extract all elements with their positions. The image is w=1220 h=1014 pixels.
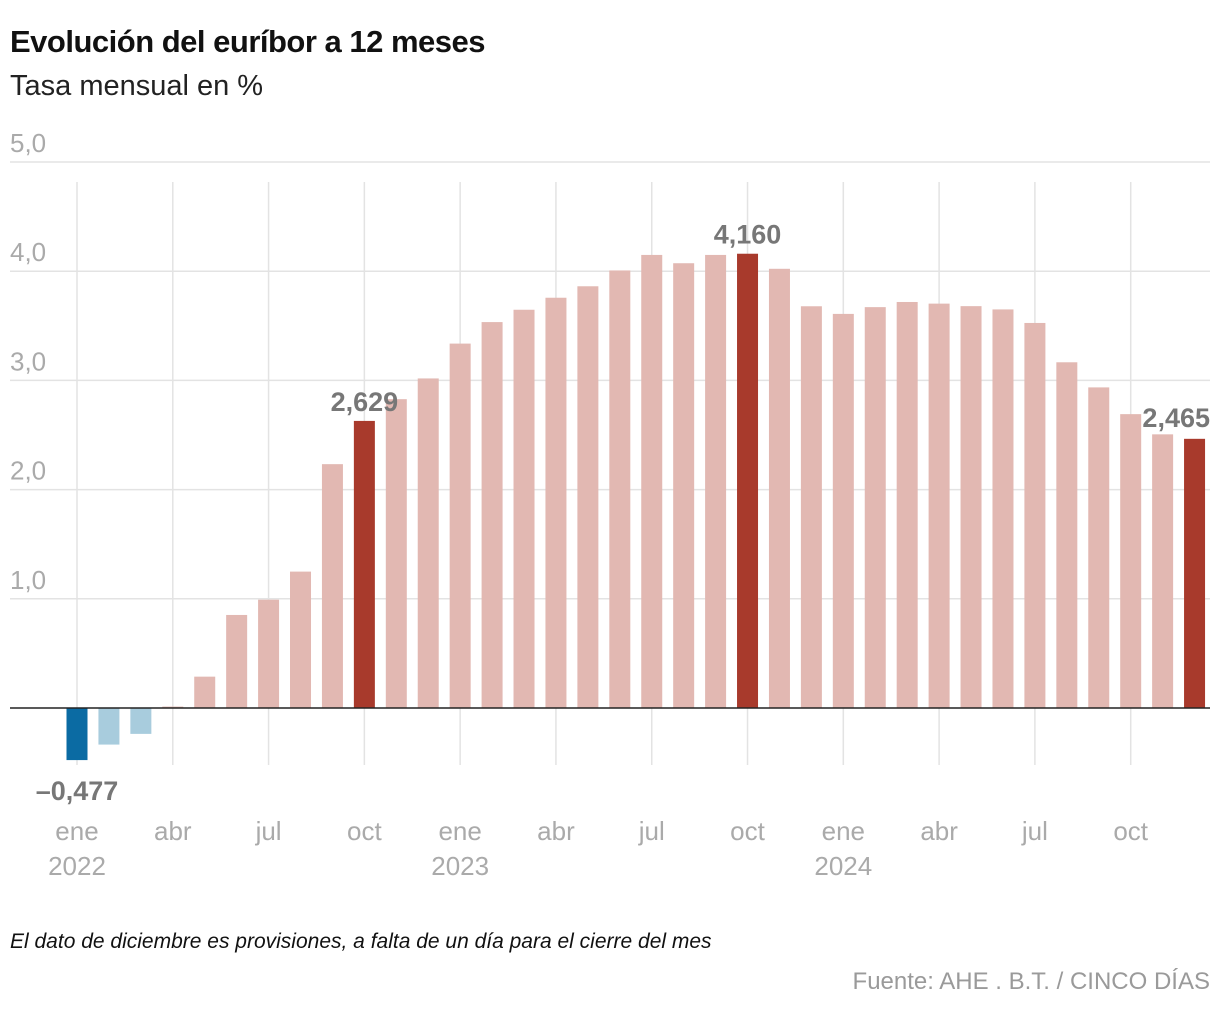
bar-2022-11 xyxy=(385,399,407,708)
source-credit: Fuente: AHE . B.T. / CINCO DÍAS xyxy=(852,968,1210,995)
bars xyxy=(66,253,1206,761)
bar-2022-07 xyxy=(258,599,280,708)
bar-2022-09 xyxy=(321,464,343,708)
bar-2024-04 xyxy=(928,303,950,708)
x-tick-month: oct xyxy=(1113,816,1148,846)
x-tick-year: 2022 xyxy=(48,851,106,881)
x-axis-ticks: ene 2022 abr jul oct ene 2023 abr jul oct ene 2024 a… xyxy=(48,816,1149,881)
x-tick-month: jul xyxy=(1021,816,1048,846)
bar-2023-03 xyxy=(513,309,535,708)
y-tick-label: 2,0 xyxy=(10,456,46,486)
bar-2022-05 xyxy=(194,676,216,708)
bar-2023-01 xyxy=(449,343,471,708)
y-axis-ticks: 5,0 4,0 3,0 2,0 1,0 xyxy=(10,128,46,595)
bar-2023-06 xyxy=(609,270,631,708)
x-tick-month: ene xyxy=(55,816,98,846)
bar-2024-11 xyxy=(1152,434,1174,708)
bar-2022-10 xyxy=(353,420,375,708)
bar-2023-05 xyxy=(577,286,599,708)
bar-2023-08 xyxy=(673,263,695,708)
bar-2024-10 xyxy=(1120,414,1142,708)
bar-2023-10 xyxy=(737,253,759,708)
bar-2024-06 xyxy=(992,309,1014,708)
data-label: 2,465 xyxy=(1142,403,1210,433)
bar-2022-12 xyxy=(417,378,439,708)
x-tick-month: abr xyxy=(154,816,192,846)
data-label: 2,629 xyxy=(331,387,399,417)
y-tick-label: 4,0 xyxy=(10,237,46,267)
x-tick-year: 2023 xyxy=(431,851,489,881)
bar-2024-02 xyxy=(864,307,886,708)
x-tick-month: abr xyxy=(537,816,575,846)
bar-2023-07 xyxy=(641,254,663,708)
chart-title: Evolución del euríbor a 12 meses xyxy=(10,24,486,59)
x-tick-month: abr xyxy=(920,816,958,846)
x-tick-month: jul xyxy=(638,816,665,846)
y-tick-label: 3,0 xyxy=(10,346,46,376)
bar-2024-05 xyxy=(960,306,982,708)
bar-2023-09 xyxy=(705,254,727,708)
bar-2022-02 xyxy=(98,708,120,745)
chart-subtitle: Tasa mensual en % xyxy=(10,70,264,102)
data-label: 4,160 xyxy=(714,220,782,250)
bar-2024-01 xyxy=(832,313,854,708)
x-tick-month: oct xyxy=(347,816,382,846)
bar-2023-12 xyxy=(800,306,822,708)
x-tick-month: jul xyxy=(255,816,282,846)
x-tick-month: ene xyxy=(822,816,865,846)
bar-2022-03 xyxy=(130,708,152,734)
x-tick-year: 2024 xyxy=(814,851,872,881)
x-tick-month: oct xyxy=(730,816,765,846)
data-label: –0,477 xyxy=(36,776,119,806)
bar-2024-07 xyxy=(1024,322,1046,708)
bar-2022-01 xyxy=(66,708,88,761)
bar-2022-06 xyxy=(226,614,248,708)
bar-2024-03 xyxy=(896,301,918,708)
bar-chart: 5,0 4,0 3,0 2,0 1,0 ene 2022 abr jul oct ene 2023 a… xyxy=(10,128,1210,881)
y-tick-label: 1,0 xyxy=(10,565,46,595)
bar-2022-08 xyxy=(290,571,312,708)
footnote: El dato de diciembre es provisiones, a f… xyxy=(10,930,712,953)
bar-2024-08 xyxy=(1056,362,1078,708)
bar-2024-12 xyxy=(1184,438,1206,708)
bar-2023-11 xyxy=(768,268,790,708)
bar-2024-09 xyxy=(1088,387,1110,708)
bar-2023-04 xyxy=(545,297,567,708)
y-tick-label: 5,0 xyxy=(10,128,46,158)
data-labels: –0,477 2,629 4,160 2,465 xyxy=(36,220,1210,806)
x-tick-month: ene xyxy=(438,816,481,846)
bar-2023-02 xyxy=(481,322,503,708)
